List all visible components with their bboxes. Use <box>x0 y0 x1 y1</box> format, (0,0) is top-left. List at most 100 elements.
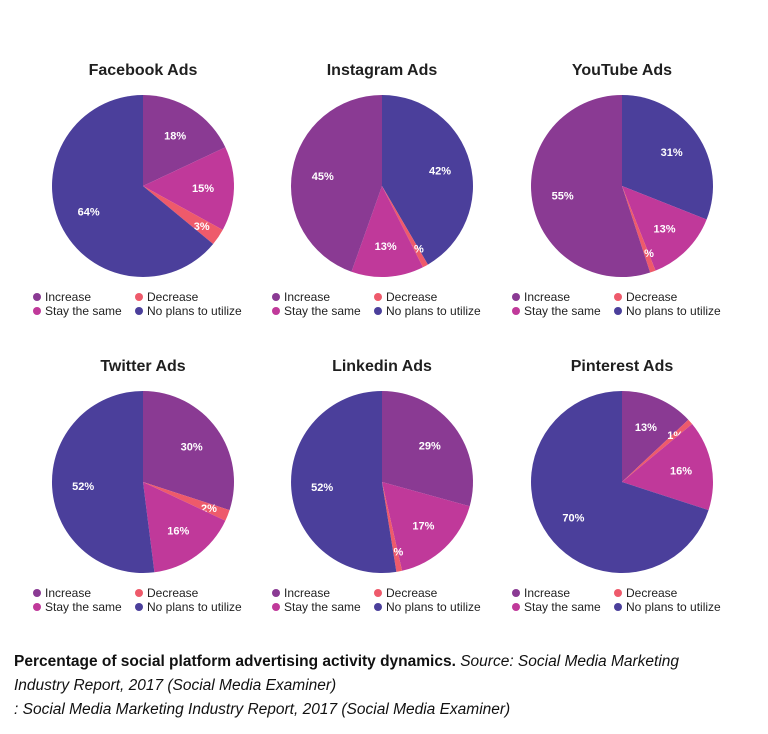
legend-swatch-icon <box>272 307 280 315</box>
legend-label: Decrease <box>386 586 438 600</box>
legend-swatch-icon <box>135 307 143 315</box>
figure-caption: Percentage of social platform advertisin… <box>14 650 714 722</box>
legend-swatch-icon <box>33 293 41 301</box>
legend-item-no-plans: No plans to utilize <box>374 600 481 614</box>
chart-legend: Increase Decrease Stay the same No plans to… <box>23 586 263 618</box>
chart-title: Linkedin Ads <box>332 358 432 375</box>
pie-value-label: 52% <box>311 482 333 494</box>
legend-label: Increase <box>524 290 571 304</box>
legend-label: No plans to utilize <box>386 304 481 318</box>
legend-item-increase: Increase <box>512 290 570 304</box>
pie-value-label: 13% <box>653 224 675 236</box>
pie-chart: 42%1%13%45% <box>290 95 473 278</box>
legend-swatch-icon <box>512 293 520 301</box>
pie-value-label: 42% <box>429 165 451 177</box>
caption-bold: Percentage of social platform advertisin… <box>14 653 456 670</box>
caption-source: Source: Social Media Marketing Industry … <box>14 653 680 694</box>
pie-value-label: 15% <box>192 183 214 195</box>
pie-value-label: 45% <box>312 171 334 183</box>
chart-legend: Increase Decrease Stay the same No plans to… <box>262 290 502 322</box>
pie-slice-decrease <box>143 482 230 521</box>
legend-swatch-icon <box>614 603 622 611</box>
legend-item-decrease: Decrease <box>135 290 198 304</box>
legend-swatch-icon <box>374 589 382 597</box>
legend-swatch-icon <box>512 307 520 315</box>
pie-slice-stay-the-same <box>351 186 423 278</box>
pie-value-label: 18% <box>164 130 186 142</box>
legend-item-increase: Increase <box>33 586 91 600</box>
pie-chart: 18% 15% 3% 64% <box>52 95 234 277</box>
pie-value-label: 2% <box>201 503 217 515</box>
caption-source-repeat: : Social Media Marketing Industry Report… <box>14 701 511 718</box>
pie-slice-increase <box>143 391 235 511</box>
legend-item-no-plans: No plans to utilize <box>614 304 721 318</box>
chart-title: Instagram Ads <box>326 62 438 79</box>
legend-item-decrease: Decrease <box>374 586 437 600</box>
legend-label: No plans to utilize <box>147 304 242 318</box>
pie-value-label: 16% <box>167 526 189 538</box>
pie-slice-decrease <box>382 186 428 268</box>
legend-label: Increase <box>284 290 331 304</box>
pie-value-label: 13% <box>375 241 397 253</box>
legend-item-no-plans: No plans to utilize <box>374 304 481 318</box>
pie-value-label: 1% <box>638 248 654 260</box>
legend-label: No plans to utilize <box>147 600 242 614</box>
legend-item-decrease: Decrease <box>614 290 677 304</box>
pie-slice-stay-the-same <box>143 482 226 573</box>
legend-label: Stay the same <box>284 600 361 614</box>
legend-label: Stay the same <box>45 304 122 318</box>
legend-label: Stay the same <box>284 304 361 318</box>
legend-label: Decrease <box>386 290 438 304</box>
legend-item-increase: Increase <box>272 586 330 600</box>
legend-label: No plans to utilize <box>626 600 721 614</box>
legend-label: No plans to utilize <box>386 600 481 614</box>
legend-label: Increase <box>284 586 331 600</box>
pie-slice-no-plans <box>622 95 714 220</box>
legend-swatch-icon <box>135 603 143 611</box>
legend-item-no-plans: No plans to utilize <box>135 304 242 318</box>
legend-item-increase: Increase <box>512 586 570 600</box>
legend-item-decrease: Decrease <box>135 586 198 600</box>
pie-slice-increase <box>143 95 226 186</box>
legend-item-increase: Increase <box>33 290 91 304</box>
legend-swatch-icon <box>512 603 520 611</box>
pie-slice-increase <box>531 95 651 277</box>
legend-swatch-icon <box>512 589 520 597</box>
chart-title: Twitter Ads <box>100 358 186 375</box>
legend-label: No plans to utilize <box>626 304 721 318</box>
chart-title: Pinterest Ads <box>570 358 674 375</box>
legend-label: Decrease <box>626 290 678 304</box>
legend-swatch-icon <box>33 589 41 597</box>
legend-swatch-icon <box>135 589 143 597</box>
pie-value-label: 70% <box>562 512 584 524</box>
legend-item-stay-the-same: Stay the same <box>512 304 601 318</box>
pie-chart: 30% 2% 16% 52% <box>51 391 235 573</box>
pie-value-label: 3% <box>194 221 210 233</box>
legend-swatch-icon <box>272 603 280 611</box>
pie-slice-no-plans <box>51 391 155 573</box>
chart-legend: Increase Decrease Stay the same No plans to… <box>262 586 502 618</box>
pie-slice-decrease <box>382 482 403 572</box>
legend-label: Decrease <box>147 290 199 304</box>
pie-slice-no-plans <box>52 95 214 277</box>
chart-legend: Increase Decrease Stay the same No plans to… <box>502 586 742 618</box>
legend-item-stay-the-same: Stay the same <box>512 600 601 614</box>
legend-label: Stay the same <box>524 304 601 318</box>
pie-slice-no-plans <box>531 391 709 573</box>
pie-chart: 13%1%16%70% <box>531 391 714 573</box>
legend-label: Decrease <box>626 586 678 600</box>
legend-swatch-icon <box>374 307 382 315</box>
pie-slice-increase <box>622 391 689 482</box>
pie-value-label: 52% <box>72 481 94 493</box>
legend-swatch-icon <box>614 589 622 597</box>
pie-value-label: 17% <box>412 521 434 533</box>
pie-slice-decrease <box>622 419 693 482</box>
pie-value-label: 16% <box>670 466 692 478</box>
legend-label: Increase <box>45 290 92 304</box>
pie-value-label: 31% <box>661 147 683 159</box>
pie-slice-stay-the-same <box>622 423 714 511</box>
legend-swatch-icon <box>374 603 382 611</box>
legend-swatch-icon <box>33 307 41 315</box>
legend-item-no-plans: No plans to utilize <box>614 600 721 614</box>
pie-slice-no-plans <box>382 95 473 265</box>
